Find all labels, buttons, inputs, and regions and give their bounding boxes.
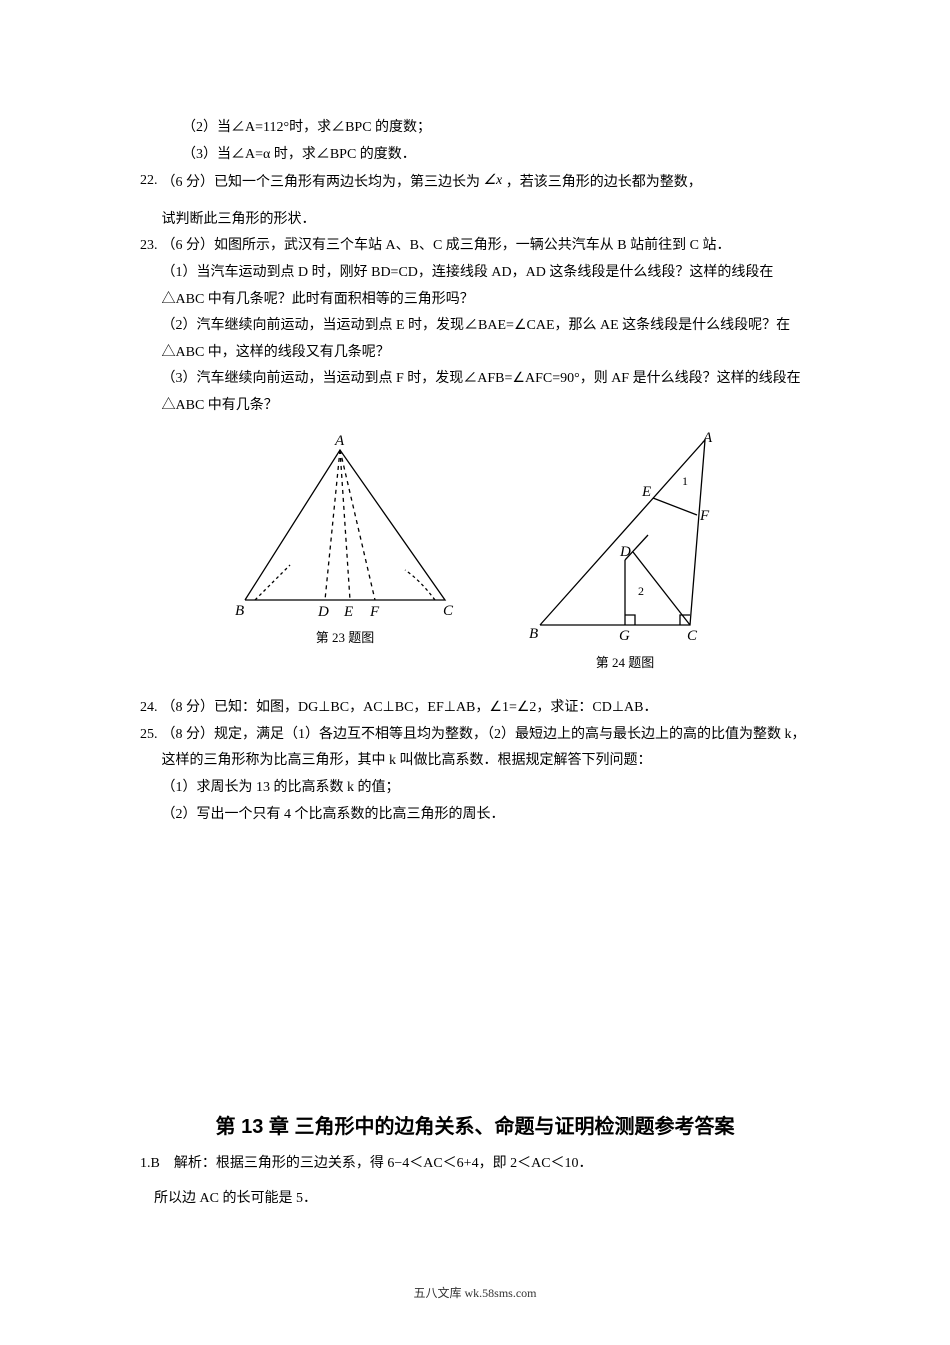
fig24-caption: 第 24 题图 xyxy=(525,651,725,676)
q23-p2: （2）汽车继续向前运动，当运动到点 E 时，发现∠BAE=∠CAE，那么 AE … xyxy=(162,313,811,366)
fig24-label-A: A xyxy=(702,430,713,446)
q24-body: （8 分）已知：如图，DG⊥BC，AC⊥BC，EF⊥AB，∠1=∠2，求证：CD… xyxy=(162,695,811,722)
q24-number: 24. xyxy=(140,695,162,722)
fig24-label-F: F xyxy=(699,508,710,524)
fig23-label-E: E xyxy=(343,604,353,620)
answer-1-body: 根据三角形的三边关系，得 6−4＜AC＜6+4，即 2＜AC＜10． xyxy=(216,1156,593,1171)
q25: 25. （8 分）规定，满足（1）各边互不相等且均为整数，（2）最短边上的高与最… xyxy=(140,722,810,828)
q21-sub2-text: （2）当∠A=112°时，求∠BPC 的度数； xyxy=(182,120,431,135)
q22-text-a: （6 分）已知一个三角形有两边长均为，第三边长为 xyxy=(162,175,481,190)
figures-row: A B C D E F 第 23 题图 xyxy=(140,430,810,676)
q24: 24. （8 分）已知：如图，DG⊥BC，AC⊥BC，EF⊥AB，∠1=∠2，求… xyxy=(140,695,810,722)
fig23-label-D: D xyxy=(317,604,329,620)
q25-body: （8 分）规定，满足（1）各边互不相等且均为整数，（2）最短边上的高与最长边上的… xyxy=(162,722,811,828)
answer-1-prefix: 1.B 解析： xyxy=(140,1156,216,1171)
q22-text-b: ，若该三角形的边长都为整数， xyxy=(506,175,702,190)
q25-number: 25. xyxy=(140,722,162,749)
q25-intro: （8 分）规定，满足（1）各边互不相等且均为整数，（2）最短边上的高与最长边上的… xyxy=(162,727,806,769)
fig24-label-E: E xyxy=(641,484,651,500)
figure-23: A B C D E F 第 23 题图 xyxy=(225,430,465,676)
page-footer: 五八文库 wk.58sms.com xyxy=(140,1282,810,1305)
q21-sub2: （2）当∠A=112°时，求∠BPC 的度数； xyxy=(140,115,810,142)
fig23-label-A: A xyxy=(334,433,345,449)
q25-p1: （1）求周长为 13 的比高系数 k 的值； xyxy=(162,775,811,802)
q24-text: （8 分）已知：如图，DG⊥BC，AC⊥BC，EF⊥AB，∠1=∠2，求证：CD… xyxy=(162,700,658,715)
answer-1-line2: 所以边 AC 的长可能是 5． xyxy=(140,1186,810,1213)
fig23-label-C: C xyxy=(443,603,454,619)
angle-x-expr: ∠x xyxy=(484,168,503,195)
q23: 23. （6 分）如图所示，武汉有三个车站 A、B、C 成三角形，一辆公共汽车从… xyxy=(140,233,810,419)
q22-number: 22. xyxy=(140,168,162,195)
document-page: （2）当∠A=112°时，求∠BPC 的度数； （3）当∠A=α 时，求∠BPC… xyxy=(0,0,950,1345)
answer-1-line1: 1.B 解析：根据三角形的三边关系，得 6−4＜AC＜6+4，即 2＜AC＜10… xyxy=(140,1151,810,1178)
q22-body: （6 分）已知一个三角形有两边长均为，第三边长为 ∠x ，若该三角形的边长都为整… xyxy=(162,168,811,233)
q21-sub3: （3）当∠A=α 时，求∠BPC 的度数． xyxy=(140,142,810,169)
q21-sub3-text: （3）当∠A=α 时，求∠BPC 的度数． xyxy=(182,147,416,162)
q23-p1: （1）当汽车运动到点 D 时，刚好 BD=CD，连接线段 AD，AD 这条线段是… xyxy=(162,260,811,313)
fig24-label-1: 1 xyxy=(682,474,688,488)
q23-p3: （3）汽车继续向前运动，当运动到点 F 时，发现∠AFB=∠AFC=90°，则 … xyxy=(162,366,811,419)
fig24-label-2: 2 xyxy=(638,584,644,598)
q23-number: 23. xyxy=(140,233,162,260)
fig24-label-B: B xyxy=(529,626,538,642)
q22-text-c: 试判断此三角形的形状． xyxy=(162,207,811,234)
q23-body: （6 分）如图所示，武汉有三个车站 A、B、C 成三角形，一辆公共汽车从 B 站… xyxy=(162,233,811,419)
figure-24: A B C D E F G 1 2 第 24 题图 xyxy=(525,430,725,676)
figure-24-svg: A B C D E F G 1 2 xyxy=(525,430,725,645)
q22: 22. （6 分）已知一个三角形有两边长均为，第三边长为 ∠x ，若该三角形的边… xyxy=(140,168,810,233)
fig23-label-B: B xyxy=(235,603,244,619)
figure-23-svg: A B C D E F xyxy=(225,430,465,620)
fig24-label-C: C xyxy=(687,628,698,644)
fig24-label-G: G xyxy=(619,628,630,644)
fig24-label-D: D xyxy=(619,544,631,560)
q25-p2: （2）写出一个只有 4 个比高系数的比高三角形的周长． xyxy=(162,802,811,829)
q23-intro: （6 分）如图所示，武汉有三个车站 A、B、C 成三角形，一辆公共汽车从 B 站… xyxy=(162,238,731,253)
fig23-label-F: F xyxy=(369,604,380,620)
fig23-caption: 第 23 题图 xyxy=(225,626,465,651)
answers-title: 第 13 章 三角形中的边角关系、命题与证明检测题参考答案 xyxy=(140,1108,810,1146)
